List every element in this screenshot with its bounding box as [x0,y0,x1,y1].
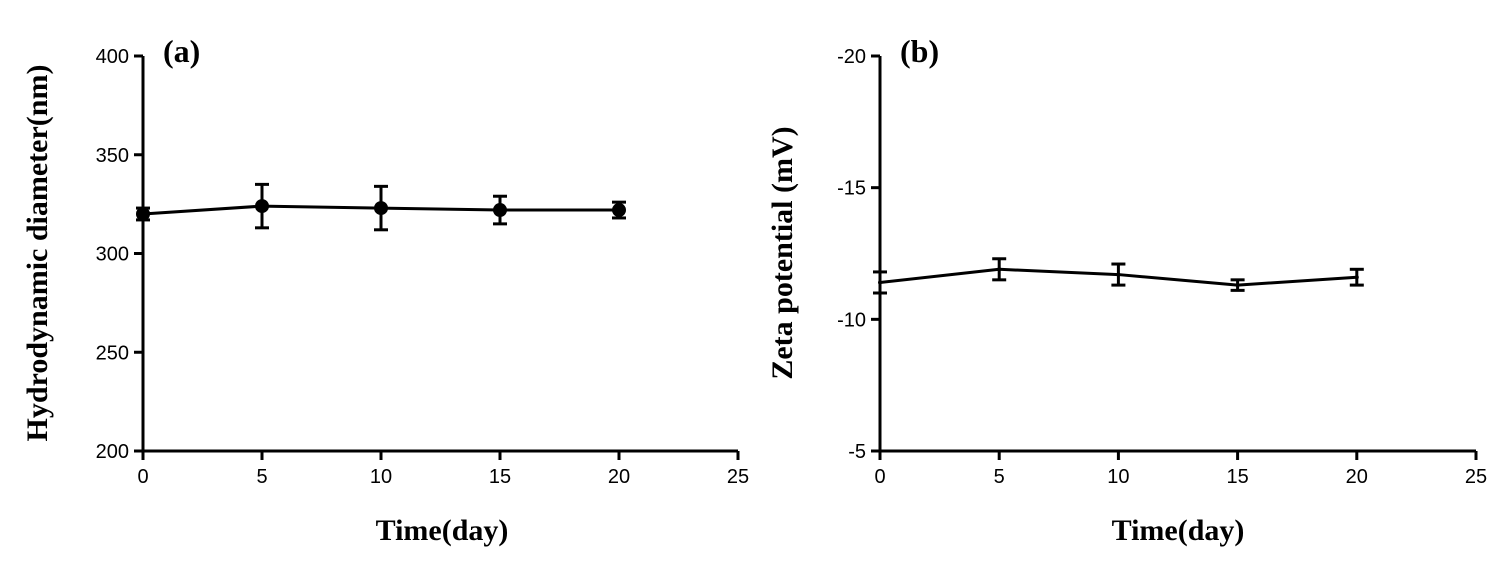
panel-a-plot-area: 0 5 10 15 20 25 200 250 300 350 400 [96,46,750,488]
panel-a-x-tick-label: 0 [137,466,148,488]
panel-a-y-tick-label: 400 [96,46,129,68]
panel-b-x-tick-label: 10 [1107,466,1129,488]
panel-a-data-point [255,199,269,214]
panel-b-y-axis-title: Zeta potential (mV) [766,126,799,379]
panel-a-x-tick-label: 10 [370,466,392,488]
panel-b-plot-area: 0 5 10 15 20 25 -5 -10 -15 -20 [837,46,1487,488]
panel-a-x-tick-label: 20 [608,466,630,488]
panel-b-zeta-potential-chart: (b) Time(day) Zeta potential (mV) 0 5 10 15… [766,33,1487,547]
panel-b-x-tick-label: 0 [874,466,885,488]
panel-a-x-tick-label: 5 [256,466,267,488]
panel-b-y-tick-label: -15 [837,178,866,200]
panel-b-x-tick-label: 15 [1226,466,1248,488]
panel-b-x-tick-label: 5 [994,466,1005,488]
panel-a-data-point [136,207,150,221]
panel-b-data-point [1354,275,1359,280]
panel-a-y-tick-label: 200 [96,441,129,463]
panel-a-y-tick-label: 250 [96,342,129,364]
panel-a-label: (a) [163,33,200,69]
panel-b-data-point [1116,272,1121,277]
panel-b-y-tick-label: -20 [837,46,866,68]
panel-b-y-tick-label: -5 [848,441,866,463]
panel-a-hydrodynamic-diameter-chart: (a) Time(day) Hydrodynamic diameter(nm) … [21,33,749,547]
panel-b-x-tick-label: 25 [1465,466,1487,488]
panel-a-y-tick-label: 300 [96,244,129,266]
panel-b-data-point [878,280,882,285]
panel-a-data-point [493,203,507,218]
panel-b-x-tick-label: 20 [1346,466,1368,488]
panel-b-data-point [1235,283,1240,288]
panel-b-y-tick-label: -10 [837,309,866,331]
panel-b-x-axis-title: Time(day) [1112,514,1245,547]
panel-a-x-tick-label: 25 [727,466,749,488]
panel-a-x-axis-title: Time(day) [376,514,509,547]
panel-a-y-axis-title: Hydrodynamic diameter(nm) [21,65,54,442]
panel-a-x-tick-label: 15 [489,466,511,488]
panel-b-label: (b) [900,33,939,69]
panel-a-data-point [612,203,626,218]
panel-b-data-point [997,267,1002,272]
panel-a-y-tick-label: 350 [96,145,129,167]
panel-a-data-point [374,201,388,216]
